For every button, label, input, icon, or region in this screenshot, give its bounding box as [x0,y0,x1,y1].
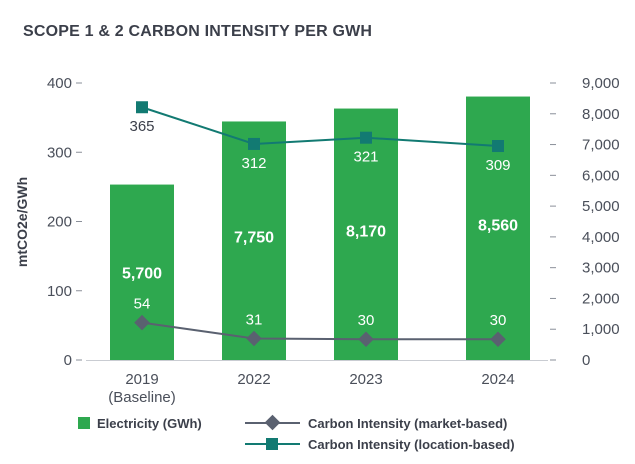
location-based-label: 365 [129,118,154,135]
right-tick-label: 9,000 [582,75,620,92]
location-based-label: 309 [485,157,510,174]
right-tick-label: 8,000 [582,106,620,123]
left-tick-label: 0 [64,352,72,369]
bar-series: 5,700 7,750 8,170 8,560 [110,96,530,360]
right-axis: 0 1,000 2,000 3,000 4,000 5,000 6,000 7,000 8,00… [550,75,620,369]
x-tick-label: 2022 [237,371,270,388]
right-tick-label: 2,000 [582,290,620,307]
electricity-bar-label: 8,170 [346,223,386,240]
chart-title: SCOPE 1 & 2 CARBON INTENSITY PER GWH [23,23,372,40]
x-tick-label: 2024 [481,371,514,388]
x-tick-label: 2019 [125,371,158,388]
right-tick-label: 6,000 [582,167,620,184]
right-tick-label: 7,000 [582,137,620,154]
market-based-label: 30 [490,312,507,329]
legend-electricity-swatch [78,417,90,429]
right-tick-label: 3,000 [582,260,620,277]
market-based-label: 31 [246,312,263,329]
market-based-point [134,314,150,331]
legend-market-label: Carbon Intensity (market-based) [308,416,507,431]
legend-market-marker [264,414,281,431]
right-tick-label: 4,000 [582,229,620,246]
left-axis: 0 100 200 300 400 [47,75,548,369]
left-tick-label: 200 [47,214,72,231]
line-series: 54 31 30 30 365 312 321 309 [129,101,511,348]
legend-electricity-label: Electricity (GWh) [97,416,202,431]
left-tick-label: 400 [47,75,72,92]
electricity-bar [222,121,286,360]
legend: Electricity (GWh) Carbon Intensity (marke… [78,414,515,452]
legend-location-label: Carbon Intensity (location-based) [308,437,515,452]
location-based-point [248,137,260,150]
market-based-label: 54 [134,296,151,313]
electricity-bar-label: 5,700 [122,265,162,282]
right-tick-label: 0 [582,352,590,369]
location-based-point [360,131,372,144]
location-based-point [136,101,148,114]
right-tick-label: 1,000 [582,321,620,338]
legend-location-marker [266,438,278,450]
electricity-bar-label: 7,750 [234,230,274,247]
right-tick-label: 5,000 [582,198,620,215]
x-tick-label: (Baseline) [108,389,176,406]
electricity-bar [334,108,398,360]
x-tick-label: 2023 [349,371,382,388]
electricity-bar [110,184,174,360]
location-based-label: 321 [353,149,378,166]
x-axis: 2019(Baseline) 2022 2023 2024 [108,371,514,406]
market-based-label: 30 [358,312,375,329]
electricity-bar-label: 8,560 [478,217,518,234]
location-based-line [141,106,499,148]
y-axis-title: mtCO2e/GWh [14,177,30,267]
market-based-line [141,321,498,341]
left-tick-label: 300 [47,144,72,161]
location-based-point [492,140,504,153]
left-tick-label: 100 [47,283,72,300]
location-based-label: 312 [241,155,266,172]
